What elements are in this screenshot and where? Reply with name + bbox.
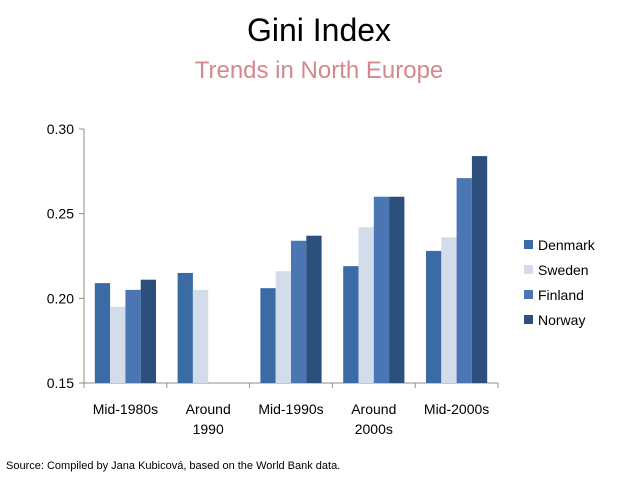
x-tick-label: 1990 (193, 421, 224, 437)
x-tick-label: Around (351, 401, 396, 417)
bar-finland-3 (373, 196, 390, 383)
legend-swatch-denmark (524, 240, 533, 249)
legend-swatch-norway (524, 315, 533, 324)
bar-sweden-3 (358, 227, 374, 383)
x-tick-label: Mid-1990s (258, 401, 323, 417)
x-tick-label: Around (186, 401, 231, 417)
legend-label-finland: Finland (538, 287, 584, 303)
bar-sweden-1 (192, 289, 209, 383)
bar-sweden-0 (110, 306, 126, 383)
x-tick-label: Mid-2000s (424, 401, 489, 417)
legend-swatch-finland (524, 290, 533, 299)
chart-title: Gini Index (246, 12, 392, 48)
bar-finland-0 (125, 289, 141, 383)
bar-denmark-2 (260, 288, 276, 383)
legend-swatch-sweden (524, 265, 533, 274)
bar-denmark-0 (94, 283, 111, 383)
bar-norway-0 (140, 279, 156, 383)
y-tick-label: 0.30 (47, 121, 74, 137)
bar-denmark-3 (343, 266, 359, 383)
legend-label-denmark: Denmark (538, 237, 596, 253)
bar-finland-2 (291, 240, 307, 383)
y-tick-label: 0.15 (47, 375, 74, 391)
x-tick-label: 2000s (355, 421, 393, 437)
source-note: Source: Compiled by Jana Kubicová, based… (6, 460, 341, 472)
bar-finland-4 (456, 178, 472, 383)
bar-sweden-4 (441, 237, 457, 383)
y-tick-label: 0.25 (47, 206, 74, 222)
chart-subtitle: Trends in North Europe (194, 57, 444, 84)
bar-sweden-2 (275, 271, 291, 383)
y-tick-label: 0.20 (47, 290, 74, 306)
bar-norway-3 (389, 196, 405, 383)
bar-norway-2 (306, 235, 322, 383)
x-tick-label: Mid-1980s (93, 401, 158, 417)
legend-label-sweden: Sweden (538, 262, 589, 278)
legend-label-norway: Norway (538, 312, 585, 328)
bar-denmark-1 (177, 272, 193, 383)
bar-norway-4 (471, 156, 488, 383)
bar-denmark-4 (426, 250, 442, 383)
